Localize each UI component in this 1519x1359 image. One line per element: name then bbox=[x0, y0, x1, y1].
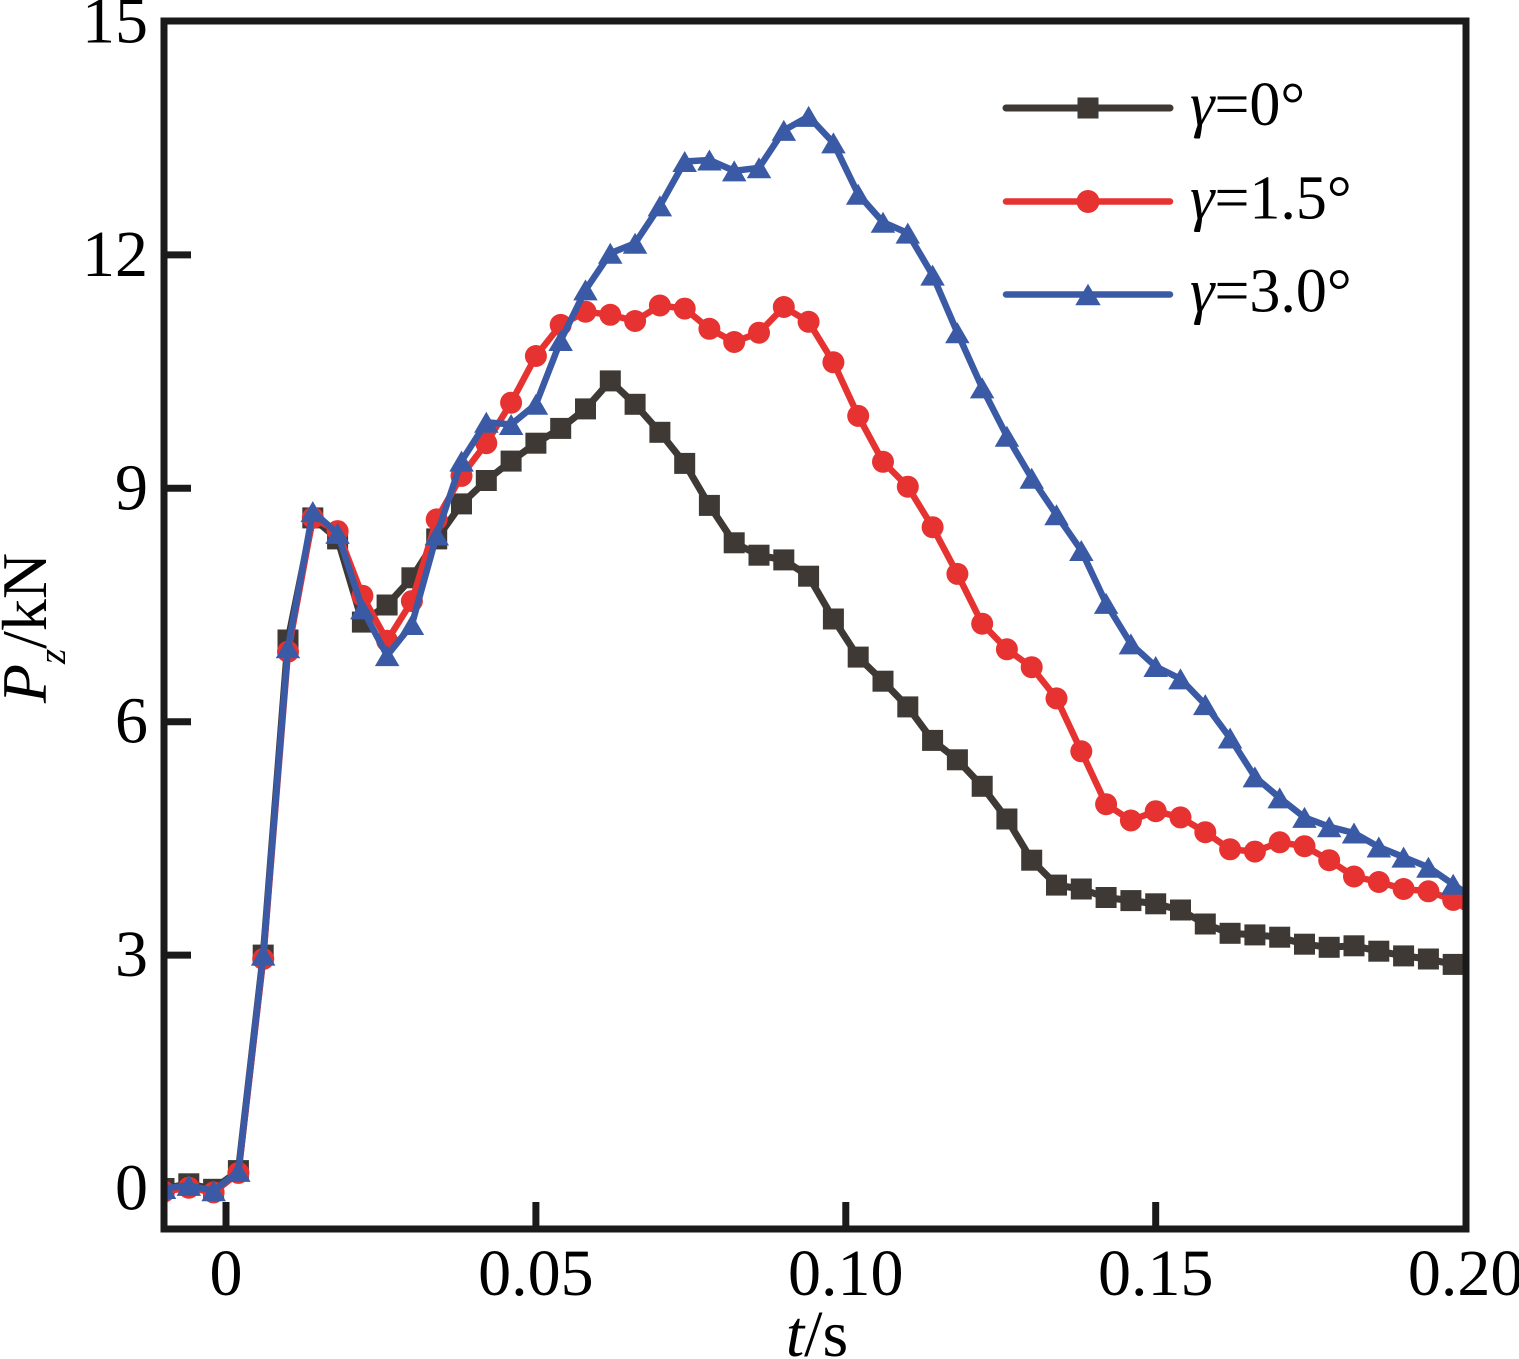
svg-text:0: 0 bbox=[115, 1152, 148, 1225]
svg-text:Pz/kN: Pz/kN bbox=[0, 553, 74, 704]
svg-text:γ=0°: γ=0° bbox=[1190, 71, 1305, 139]
svg-text:15: 15 bbox=[82, 0, 148, 58]
svg-text:6: 6 bbox=[115, 685, 148, 758]
svg-text:12: 12 bbox=[82, 218, 148, 291]
svg-text:3: 3 bbox=[115, 918, 148, 991]
svg-text:0.05: 0.05 bbox=[478, 1237, 594, 1310]
svg-text:γ=3.0°: γ=3.0° bbox=[1190, 258, 1352, 326]
svg-text:0.10: 0.10 bbox=[788, 1237, 904, 1310]
svg-text:9: 9 bbox=[115, 451, 148, 524]
svg-text:0: 0 bbox=[210, 1237, 243, 1310]
svg-text:t/s: t/s bbox=[786, 1298, 848, 1359]
svg-text:0.20: 0.20 bbox=[1408, 1237, 1519, 1310]
svg-text:γ=1.5°: γ=1.5° bbox=[1190, 165, 1352, 233]
svg-text:0.15: 0.15 bbox=[1098, 1237, 1214, 1310]
